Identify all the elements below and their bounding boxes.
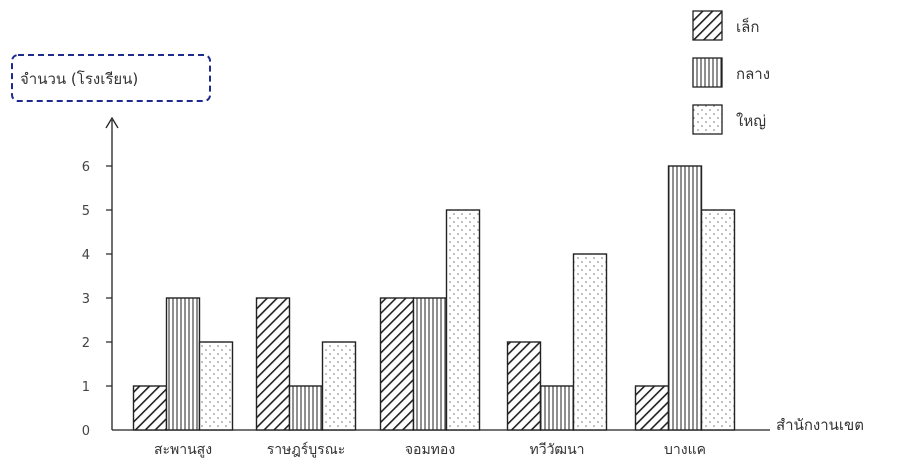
bar-vertical-lines [539, 385, 575, 431]
x-tick-label: สะพานสูง [154, 442, 212, 458]
bar-dots [198, 341, 234, 431]
x-ticks: สะพานสูง ราษฎร์บูรณะ จอมทอง ทวีวัฒนา บางแค [154, 441, 706, 458]
y-tick-label: 6 [82, 160, 90, 175]
bar-diagonal-hatch [255, 297, 291, 431]
bar-dots [700, 209, 736, 431]
y-tick-label: 0 [82, 424, 90, 439]
bar-dots [321, 341, 357, 431]
legend-label: กลาง [736, 65, 770, 83]
y-tick-label: 4 [82, 248, 90, 263]
bar-diagonal-hatch [634, 385, 670, 431]
y-tick-label: 2 [82, 336, 90, 351]
x-tick-label: บางแค [664, 442, 706, 458]
bar-diagonal-hatch [132, 385, 168, 431]
x-tick-label: จอมทอง [405, 442, 455, 458]
y-tick-label: 3 [82, 292, 90, 307]
legend-label: ใหญ่ [736, 112, 766, 130]
bar-vertical-lines [667, 165, 703, 431]
y-tick-label: 1 [82, 380, 90, 395]
y-axis-arrow [105, 116, 119, 129]
bar-vertical-lines [165, 297, 201, 431]
x-tick-label: ราษฎร์บูรณะ [267, 441, 345, 458]
x-tick-label: ทวีวัฒนา [529, 442, 584, 458]
x-axis-title: สำนักงานเขต [776, 416, 864, 434]
bar-diagonal-hatch [506, 341, 542, 431]
legend-label: เล็ก [736, 17, 759, 36]
bar-dots [445, 209, 481, 431]
legend-swatch [692, 10, 723, 41]
y-ticks: 0 1 2 3 4 5 6 [82, 160, 112, 439]
y-tick-label: 5 [82, 204, 90, 219]
legend-swatch [692, 57, 723, 88]
legend-swatch [692, 104, 723, 135]
bar-dots [572, 253, 608, 431]
bar-vertical-lines [412, 297, 448, 431]
bar-vertical-lines [288, 385, 324, 431]
bars [132, 165, 736, 431]
y-axis-title-box: จำนวน (โรงเรียน) [11, 54, 211, 102]
y-axis-title: จำนวน (โรงเรียน) [20, 70, 138, 88]
bar-diagonal-hatch [379, 297, 415, 431]
